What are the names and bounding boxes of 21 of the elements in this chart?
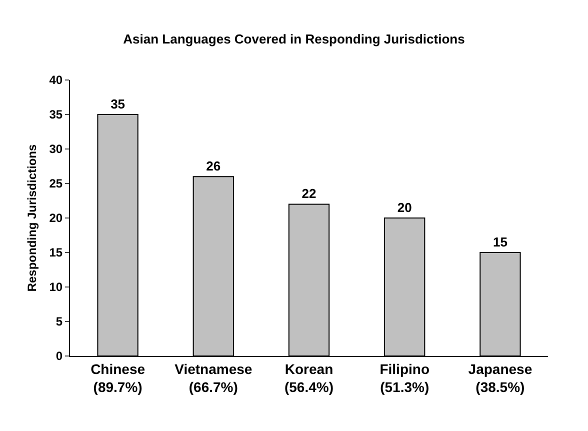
y-tick-label: 35 xyxy=(49,108,63,122)
x-tick-label: Korean (56.4%) xyxy=(284,360,334,395)
data-label: 35 xyxy=(110,96,126,112)
y-tick-label: 30 xyxy=(49,142,63,156)
y-tick-label: 40 xyxy=(49,73,63,88)
y-tick-label: 10 xyxy=(49,280,63,294)
x-tick-label: Filipino (51.3%) xyxy=(380,360,430,395)
y-tick-label: 20 xyxy=(49,211,63,226)
y-tick-label: 25 xyxy=(49,176,63,191)
chart-title: Asian Languages Covered in Responding Jurisdictions xyxy=(123,32,465,47)
data-label: 26 xyxy=(206,158,221,174)
data-label: 15 xyxy=(492,234,508,250)
y-tick-label: 5 xyxy=(56,314,63,329)
y-axis-title: Responding Jurisdictions xyxy=(25,144,39,292)
y-tick-label: 0 xyxy=(56,349,63,364)
x-tick-label: Chinese (89.7%) xyxy=(90,360,146,395)
x-tick-label: Vietnamese (66.7%) xyxy=(174,360,252,395)
x-tick-label: Japanese (38.5%) xyxy=(468,360,532,395)
y-tick-label: 15 xyxy=(49,246,63,260)
data-label: 20 xyxy=(397,200,412,215)
data-label: 22 xyxy=(302,186,316,202)
